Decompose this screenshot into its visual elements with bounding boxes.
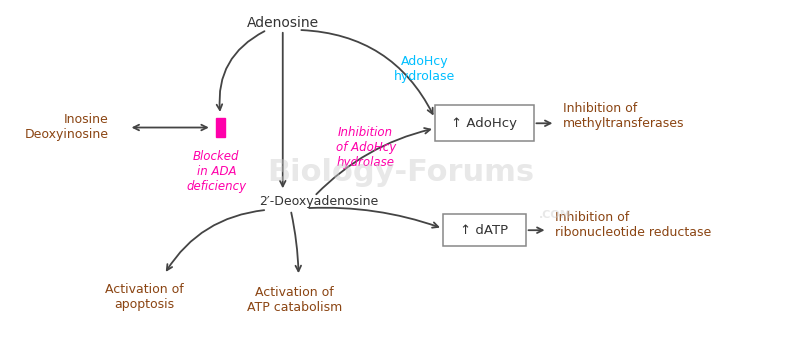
Text: 2′-Deoxyadenosine: 2′-Deoxyadenosine [259,195,378,208]
Text: Adenosine: Adenosine [247,16,319,30]
FancyBboxPatch shape [435,106,534,141]
Text: Inhibition
of AdoHcy
hydrolase: Inhibition of AdoHcy hydrolase [336,126,396,169]
Text: Biology-Forums: Biology-Forums [268,158,535,187]
Text: Inosine
Deoxyinosine: Inosine Deoxyinosine [25,113,109,141]
FancyBboxPatch shape [216,118,225,137]
Text: Activation of
ATP catabolism: Activation of ATP catabolism [247,286,342,314]
Text: ↑ AdoHcy: ↑ AdoHcy [451,117,517,130]
FancyBboxPatch shape [443,214,526,246]
Text: AdoHcy
hydrolase: AdoHcy hydrolase [395,56,455,83]
Text: Inhibition of
methyltransferases: Inhibition of methyltransferases [563,102,685,130]
Text: ↑ dATP: ↑ dATP [460,224,508,237]
Text: Activation of
apoptosis: Activation of apoptosis [105,283,184,311]
Text: Inhibition of
ribonucleotide reductase: Inhibition of ribonucleotide reductase [555,211,712,239]
Text: Blocked
in ADA
deficiency: Blocked in ADA deficiency [186,150,246,194]
Text: .COM: .COM [539,210,571,220]
